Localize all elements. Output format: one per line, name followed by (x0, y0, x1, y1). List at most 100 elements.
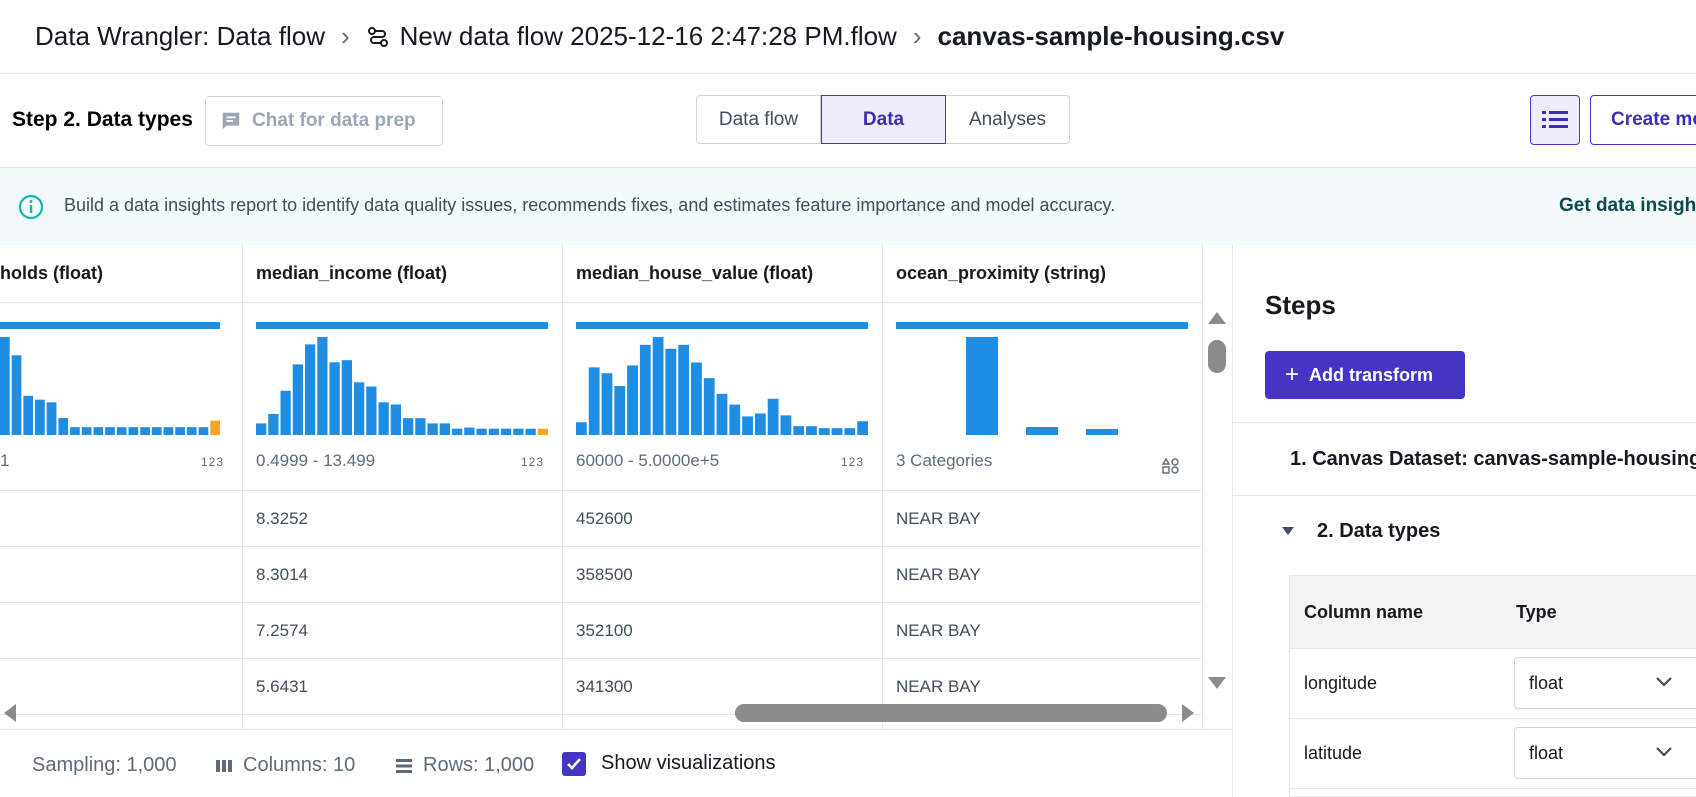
create-model-button[interactable]: Create mo (1590, 95, 1696, 145)
get-data-insights-link[interactable]: Get data insigh (1559, 195, 1696, 216)
histogram-bar[interactable] (742, 416, 753, 435)
histogram-bar[interactable] (366, 386, 377, 435)
histogram-bar[interactable] (793, 426, 805, 435)
breadcrumb-item-flow-file[interactable]: New data flow 2025-12-16 2:47:28 PM.flow (399, 21, 897, 51)
histogram-bar[interactable] (151, 427, 162, 435)
histogram-bar[interactable] (403, 418, 414, 435)
histogram-bar[interactable] (691, 362, 702, 435)
scroll-left-arrow-icon[interactable] (2, 703, 18, 723)
category-bar[interactable] (966, 337, 998, 435)
steps-title: Steps (1265, 290, 1336, 320)
histogram-bar[interactable] (537, 428, 548, 435)
step-canvas-dataset[interactable]: 1. Canvas Dataset: canvas-sample-housing… (1233, 422, 1696, 496)
histogram-bar[interactable] (501, 428, 512, 435)
histogram-bar[interactable] (729, 404, 741, 435)
histogram-bar[interactable] (818, 428, 830, 435)
column-header[interactable]: median_house_value (float) (563, 245, 882, 303)
chat-for-data-prep-button[interactable]: Chat for data prep (205, 96, 443, 146)
histogram-bar[interactable] (116, 427, 127, 435)
histogram-bar[interactable] (305, 344, 316, 435)
vertical-scrollbar-thumb[interactable] (1208, 340, 1226, 373)
view-tabs: Data flow Data Analyses (696, 95, 1070, 144)
histogram-bar[interactable] (256, 423, 267, 435)
tab-data[interactable]: Data (821, 95, 946, 144)
histogram-bar[interactable] (806, 426, 817, 435)
steps-list-toggle-button[interactable] (1530, 95, 1580, 145)
type-select[interactable]: float (1514, 727, 1696, 779)
scroll-down-arrow-icon[interactable] (1207, 675, 1227, 691)
histogram-bar[interactable] (378, 402, 389, 435)
histogram-bar[interactable] (601, 373, 613, 435)
histogram-bar[interactable] (11, 355, 22, 435)
histogram-bar[interactable] (754, 413, 766, 435)
histogram-bar[interactable] (476, 428, 487, 435)
histogram-bar[interactable] (652, 337, 664, 435)
histogram-bar[interactable] (857, 421, 868, 435)
histogram-bar[interactable] (780, 415, 792, 435)
histogram-bar[interactable] (35, 399, 45, 435)
histogram-bar[interactable] (614, 386, 626, 435)
tab-data-flow[interactable]: Data flow (696, 95, 821, 144)
histogram-bar[interactable] (415, 418, 426, 435)
histogram-bar[interactable] (186, 427, 197, 435)
histogram-bar[interactable] (23, 395, 34, 435)
show-visualizations-label[interactable]: Show visualizations (601, 752, 776, 774)
column-header[interactable]: ocean_proximity (string) (883, 245, 1202, 303)
histogram (576, 337, 868, 435)
histogram-bar[interactable] (354, 382, 365, 435)
histogram-bar[interactable] (317, 337, 328, 435)
histogram-bar[interactable] (513, 428, 524, 435)
histogram-bar[interactable] (140, 427, 150, 435)
histogram-bar[interactable] (105, 427, 115, 435)
histogram-bar[interactable] (268, 413, 279, 435)
histogram-bar[interactable] (678, 344, 690, 435)
category-bar[interactable] (1086, 429, 1118, 435)
scroll-right-arrow-icon[interactable] (1180, 703, 1196, 723)
histogram-bar[interactable] (341, 360, 352, 435)
histogram-bar[interactable] (427, 423, 438, 435)
checkmark-icon (567, 758, 581, 770)
histogram-bar[interactable] (329, 362, 340, 435)
category-bar[interactable] (1026, 427, 1058, 435)
breadcrumb-item-data-flow[interactable]: Data Wrangler: Data flow (35, 21, 325, 51)
histogram-bar[interactable] (292, 364, 303, 435)
histogram-bar[interactable] (588, 367, 600, 435)
histogram-bar[interactable] (767, 398, 779, 435)
tab-analyses[interactable]: Analyses (946, 95, 1070, 144)
table-cell (0, 603, 242, 659)
histogram-bar[interactable] (390, 404, 401, 435)
histogram-bar[interactable] (831, 428, 843, 435)
histogram-bar[interactable] (280, 390, 291, 435)
column-header[interactable]: holds (float) (0, 245, 242, 303)
horizontal-scrollbar-thumb[interactable] (735, 704, 1167, 722)
histogram-bar[interactable] (488, 428, 499, 435)
histogram-bar[interactable] (665, 348, 677, 435)
histogram-bar[interactable] (198, 427, 209, 435)
step-data-types[interactable]: 2. Data types (1233, 501, 1696, 561)
type-select[interactable]: float (1514, 657, 1696, 709)
histogram-bar[interactable] (128, 427, 139, 435)
histogram-bar[interactable] (627, 365, 638, 435)
histogram-bar[interactable] (576, 422, 587, 435)
histogram-bar[interactable] (525, 428, 536, 435)
histogram-bar[interactable] (46, 402, 57, 435)
histogram-bar[interactable] (81, 427, 92, 435)
histogram-bar[interactable] (464, 427, 475, 435)
add-transform-button[interactable]: + Add transform (1265, 351, 1465, 399)
histogram-bar[interactable] (639, 344, 651, 435)
histogram-bar[interactable] (452, 428, 463, 435)
scroll-up-arrow-icon[interactable] (1207, 310, 1227, 326)
histogram-bar[interactable] (0, 337, 10, 435)
histogram-bar[interactable] (58, 418, 69, 435)
show-visualizations-checkbox[interactable] (562, 752, 586, 776)
histogram-bar[interactable] (175, 427, 185, 435)
histogram-bar[interactable] (716, 393, 728, 435)
histogram-bar[interactable] (844, 428, 856, 435)
histogram-bar[interactable] (93, 427, 104, 435)
column-header[interactable]: median_income (float) (243, 245, 562, 303)
histogram-bar[interactable] (70, 427, 80, 435)
histogram-bar[interactable] (439, 423, 450, 435)
histogram-bar[interactable] (163, 427, 174, 435)
histogram-bar[interactable] (703, 378, 715, 435)
histogram-bar[interactable] (210, 420, 220, 435)
